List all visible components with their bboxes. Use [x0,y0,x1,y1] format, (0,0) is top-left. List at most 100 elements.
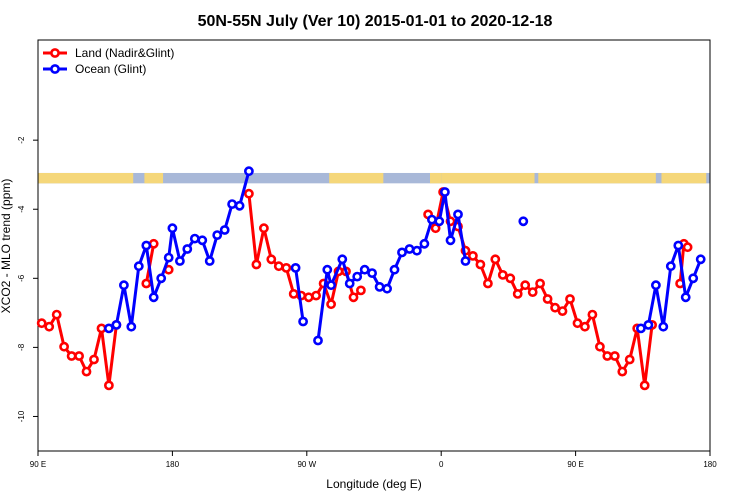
data-point [359,264,370,275]
data-point [44,321,55,332]
data-point [212,230,223,240]
data-point [624,354,635,365]
land-segment [430,172,442,184]
data-point [512,288,523,299]
data-point [258,223,269,234]
y-tick-label: -8 [17,343,26,351]
data-point [273,261,284,272]
data-point [482,278,493,289]
data-point [602,351,613,361]
data-point [430,223,441,234]
data-point [219,225,230,235]
data-point [680,292,691,303]
data-point [419,238,430,249]
data-point [639,380,650,391]
data-point [313,335,323,346]
data-point [197,235,208,246]
data-point [352,271,363,282]
legend: Land (Nadir&Glint) Ocean (Glint) [43,46,174,76]
data-point [163,252,174,263]
data-point [426,214,437,225]
data-point [234,200,245,211]
data-point [617,366,628,377]
data-point [182,244,193,254]
data-point [81,366,92,377]
data-point [572,318,583,329]
data-point [167,223,178,234]
data-point [535,278,545,289]
data-point [460,256,471,266]
data-point [298,316,308,327]
land-segment [538,172,656,184]
data-point [326,280,336,291]
data-point [104,380,114,391]
data-point [243,166,254,177]
series-group [36,166,706,391]
x-tick-label: 90 E [30,460,46,469]
data-point [281,262,292,273]
data-point [520,280,531,291]
x-tick-label: 180 [703,460,717,469]
data-point [453,209,463,220]
data-point [141,278,152,289]
data-point [475,259,486,270]
data-point [673,240,684,251]
legend-label: Land (Nadir&Glint) [75,46,174,60]
x-tick-label: 180 [166,460,180,469]
data-point [311,290,321,301]
legend-label: Ocean (Glint) [75,62,146,76]
data-point [695,254,706,265]
chart-title: 50N-55N July (Ver 10) 2015-01-01 to 2020… [198,13,553,30]
data-point [609,351,620,361]
data-point [251,259,262,270]
data-point [66,351,77,361]
data-point [104,323,114,334]
y-tick-label: -4 [17,205,26,213]
land-segment [144,172,164,184]
data-point [133,261,144,272]
data-point [467,250,478,261]
plot-frame [37,39,711,452]
data-point [587,309,598,320]
series-line [247,193,362,306]
series-line [108,170,251,330]
data-point [550,302,560,313]
series-line [640,244,703,330]
data-point [557,306,568,316]
data-point [141,240,152,251]
x-tick-label: 90 W [297,460,316,469]
legend-marker [50,64,60,74]
data-point [111,319,122,330]
data-point [344,278,355,289]
data-point [303,292,314,303]
data-point [204,256,215,266]
data-point [348,292,359,303]
data-point [382,283,392,294]
x-axis: 90 E 180 90 W 0 90 E 180 [30,451,717,469]
x-tick-label: 90 E [567,460,583,469]
data-point [174,256,185,266]
data-point [126,321,137,332]
data-point [148,292,159,303]
series-ocean [104,166,706,346]
data-point [439,187,450,197]
data-point [445,235,456,246]
data-point [580,321,590,332]
x-axis-label: Longitude (deg E) [326,477,421,491]
data-point [119,280,129,291]
land-segment [661,172,707,184]
y-axis: -2 -4 -6 -8 -10 [17,136,38,422]
series-line [294,267,305,322]
data-point [243,188,254,199]
data-point [411,245,422,256]
data-point [682,242,693,253]
data-point [397,247,407,258]
y-tick-label: -10 [17,410,26,422]
data-point [74,351,84,361]
data-point [51,309,62,320]
land-segment [329,172,384,184]
y-axis-label: XCO2 - MLO trend (ppm) [0,179,13,314]
data-point [527,287,538,297]
data-point [497,269,508,280]
